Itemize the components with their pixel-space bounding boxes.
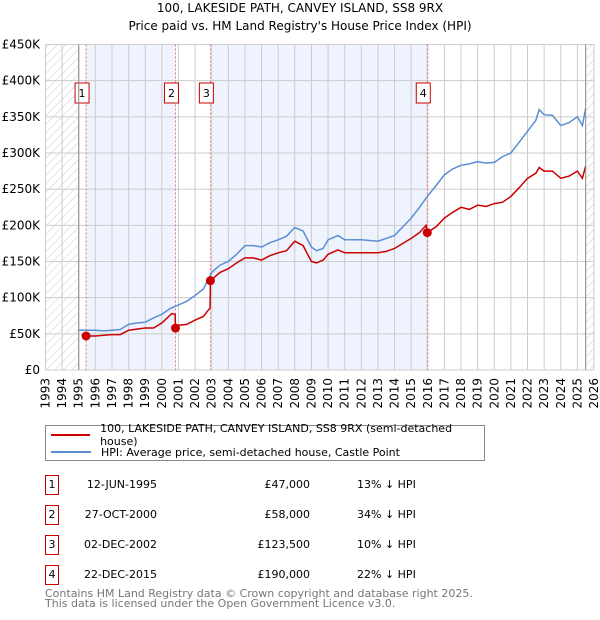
ownership-shade xyxy=(86,44,176,370)
x-tick-label: 2013 xyxy=(371,378,385,409)
sale-number-badge: 3 xyxy=(45,535,59,555)
chart-title-line2: Price paid vs. HM Land Registry's House … xyxy=(128,19,472,33)
y-tick-label: £450K xyxy=(2,38,42,52)
x-tick-label: 2026 xyxy=(587,378,600,409)
sale-hpi-diff: 34% ↓ HPI xyxy=(357,508,416,521)
sale-point xyxy=(81,331,91,341)
x-tick-label: 1995 xyxy=(72,378,86,409)
x-tick-label: 2008 xyxy=(288,378,302,409)
x-tick-label: 2022 xyxy=(521,378,535,409)
y-tick-label: £200K xyxy=(2,218,42,232)
footer: Contains HM Land Registry data © Crown c… xyxy=(45,587,473,610)
x-tick-label: 1997 xyxy=(105,378,119,409)
y-tick-label: £0 xyxy=(25,363,40,377)
y-tick-label: £50K xyxy=(9,327,41,341)
sale-hpi-diff: 22% ↓ HPI xyxy=(357,568,416,581)
chart-legend: 100, LAKESIDE PATH, CANVEY ISLAND, SS8 9… xyxy=(45,422,485,461)
x-tick-label: 2010 xyxy=(321,378,335,409)
x-tick-label: 2006 xyxy=(255,378,269,409)
x-tick-label: 2021 xyxy=(504,378,518,409)
sale-number-badge: 4 xyxy=(45,565,59,585)
x-tick-label: 2016 xyxy=(421,378,435,409)
legend-item-property: 100, LAKESIDE PATH, CANVEY ISLAND, SS8 9… xyxy=(51,422,484,448)
property-price-line xyxy=(86,165,587,337)
y-tick-label: £150K xyxy=(2,255,42,269)
x-tick-label: 2015 xyxy=(404,378,418,409)
sale-hpi-diff: 13% ↓ HPI xyxy=(357,478,416,491)
sale-price: £47,000 xyxy=(264,478,311,491)
legend-swatch-property xyxy=(51,434,91,436)
no-data-region xyxy=(585,44,594,370)
sale-label: 2 xyxy=(168,87,175,100)
x-tick-label: 2003 xyxy=(205,378,219,409)
sale-date: 27-OCT-2000 xyxy=(84,508,157,521)
chart-title-line1: 100, LAKESIDE PATH, CANVEY ISLAND, SS8 9… xyxy=(156,1,444,15)
x-tick-label: 2012 xyxy=(354,378,368,409)
sale-label: 3 xyxy=(203,87,210,100)
sale-hpi-diff: 10% ↓ HPI xyxy=(357,538,416,551)
ownership-shade xyxy=(210,44,428,370)
footer-line2: This data is licensed under the Open Gov… xyxy=(45,597,396,610)
x-tick-label: 2007 xyxy=(271,378,285,409)
sale-point xyxy=(205,276,215,286)
sale-label: 1 xyxy=(79,87,86,100)
x-tick-label: 2014 xyxy=(388,378,402,409)
legend-swatch-hpi xyxy=(51,451,91,453)
legend-label-property: 100, LAKESIDE PATH, CANVEY ISLAND, SS8 9… xyxy=(100,422,453,448)
x-tick-label: 2018 xyxy=(454,378,468,409)
x-tick-label: 2020 xyxy=(487,378,501,409)
x-tick-label: 1998 xyxy=(122,378,136,409)
sale-label-box xyxy=(198,82,214,104)
x-tick-label: 2005 xyxy=(238,378,252,409)
x-tick-label: 2004 xyxy=(221,378,235,409)
sale-price: £58,000 xyxy=(264,508,311,521)
x-tick-label: 2011 xyxy=(338,378,352,409)
x-tick-label: 1994 xyxy=(55,378,69,409)
y-tick-label: £300K xyxy=(2,146,42,160)
sale-number-badge: 1 xyxy=(45,475,59,495)
footer-line1: Contains HM Land Registry data © Crown c… xyxy=(45,587,473,600)
sale-label-box xyxy=(415,82,431,104)
x-tick-label: 2000 xyxy=(155,378,169,409)
hpi-line xyxy=(78,108,587,332)
x-tick-label: 1993 xyxy=(39,378,53,409)
price-chart: 1 2 3 4 1993 1994 1995 1996 1997 1998 1999 2000 2001… xyxy=(2,38,600,409)
y-tick-label: £350K xyxy=(2,110,42,124)
legend-label-hpi: HPI: Average price, semi-detached house,… xyxy=(101,445,400,459)
x-tick-label: 2002 xyxy=(188,378,202,409)
y-tick-label: £400K xyxy=(2,74,42,88)
x-tick-label: 2019 xyxy=(471,378,485,409)
x-tick-label: 1999 xyxy=(138,378,152,409)
x-tick-label: 2025 xyxy=(570,378,584,409)
sale-date: 02-DEC-2002 xyxy=(83,538,157,551)
x-tick-label: 2009 xyxy=(304,378,318,409)
y-tick-label: £250K xyxy=(2,182,42,196)
x-tick-label: 2023 xyxy=(537,378,551,409)
x-tick-label: 1996 xyxy=(88,378,102,409)
sale-point xyxy=(170,323,180,333)
sale-price: £123,500 xyxy=(257,538,311,551)
sale-date: 12-JUN-1995 xyxy=(86,478,157,491)
sale-number-badge: 2 xyxy=(45,505,59,525)
x-tick-label: 2024 xyxy=(554,378,568,409)
x-tick-label: 2001 xyxy=(171,378,185,409)
sale-date: 22-DEC-2015 xyxy=(83,568,157,581)
sale-point xyxy=(422,228,432,238)
y-tick-label: £100K xyxy=(2,291,42,305)
legend-item-hpi: HPI: Average price, semi-detached house,… xyxy=(51,444,400,460)
sale-label-box xyxy=(163,82,179,104)
sale-price: £190,000 xyxy=(257,568,311,581)
sale-label: 4 xyxy=(420,87,427,100)
x-tick-label: 2017 xyxy=(437,378,451,409)
